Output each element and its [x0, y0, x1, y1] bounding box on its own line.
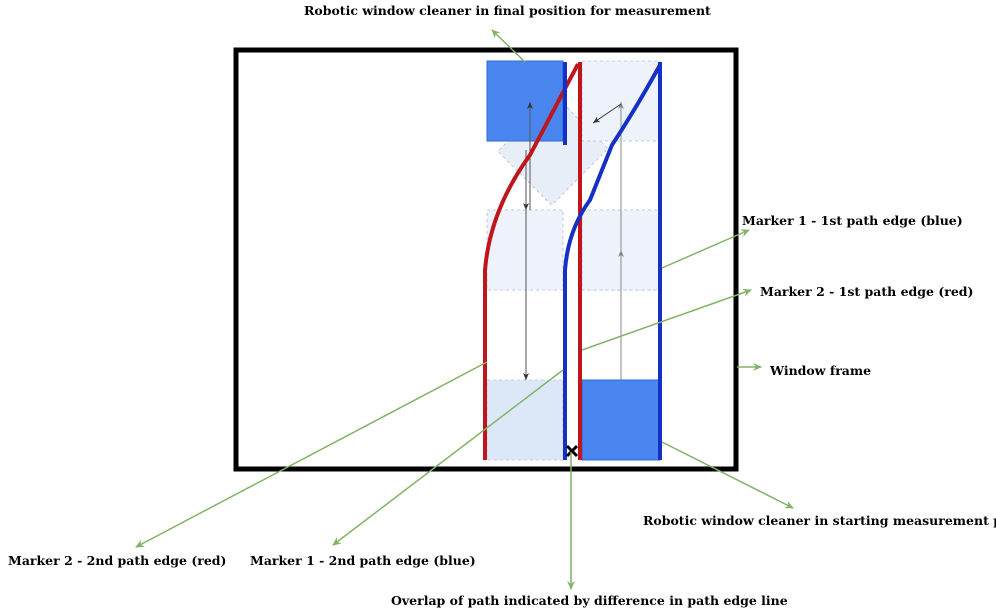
overlap-marker-icon	[565, 444, 579, 458]
callout-marker1-first	[661, 229, 750, 269]
label-marker1-first: Marker 1 - 1st path edge (blue)	[742, 213, 963, 228]
robot-final-position	[486, 60, 564, 142]
window-frame	[233, 47, 739, 472]
label-final-position: Robotic window cleaner in final position…	[304, 3, 711, 18]
label-marker1-second: Marker 1 - 2nd path edge (blue)	[250, 553, 476, 568]
label-starting-position: Robotic window cleaner in starting measu…	[643, 513, 996, 528]
callout-starting-position	[661, 441, 794, 509]
ghost-robot-left-lower	[486, 379, 564, 461]
ghost-robot-left-upper	[486, 209, 564, 291]
callout-final-position	[491, 29, 526, 63]
callout-marker1-second	[332, 369, 564, 546]
motion-arrow-diagonal	[592, 103, 622, 124]
label-overlap: Overlap of path indicated by difference …	[391, 593, 788, 608]
label-marker2-first: Marker 2 - 1st path edge (red)	[760, 284, 973, 299]
red-path-left	[483, 63, 580, 460]
blue-path-right	[563, 64, 662, 460]
label-window-frame: Window frame	[769, 363, 871, 378]
label-marker2-second: Marker 2 - 2nd path edge (red)	[8, 553, 226, 568]
robot-starting-position	[581, 379, 661, 461]
callout-marker2-second	[135, 361, 488, 548]
callout-marker2-first	[581, 288, 752, 351]
